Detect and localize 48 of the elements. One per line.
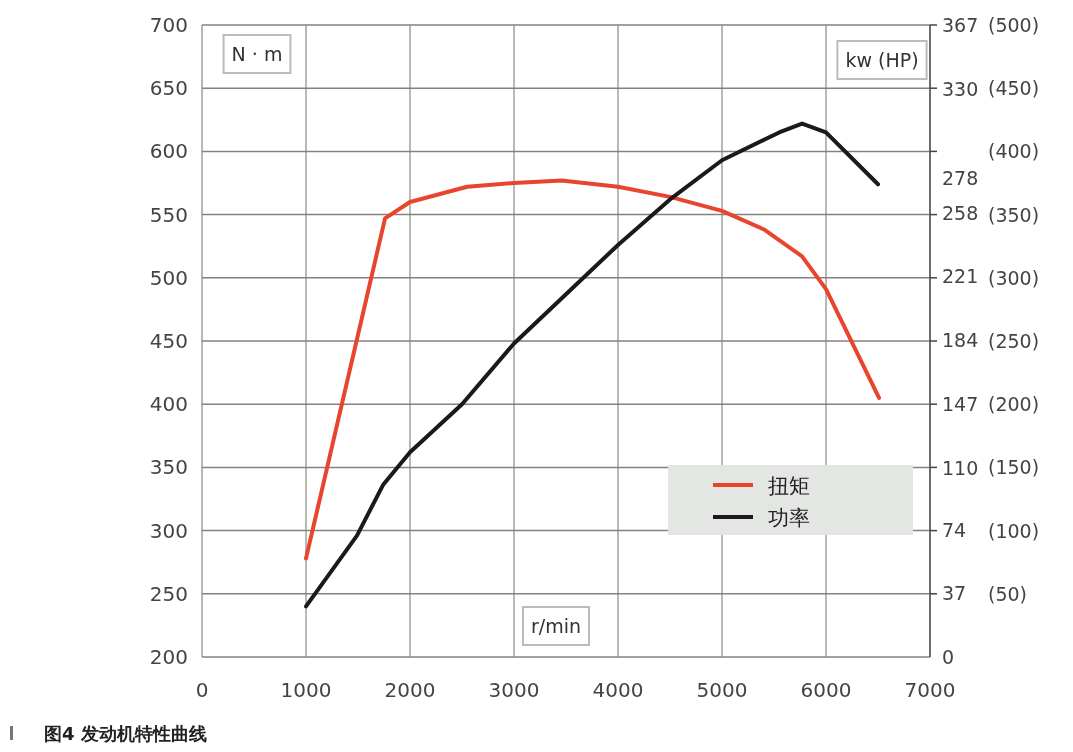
y2-tick-label: (500) <box>988 14 1040 36</box>
y-tick-label: 400 <box>149 392 188 417</box>
y3-tick-label: 147 <box>942 392 979 415</box>
y3-tick-label: 330 <box>942 77 979 100</box>
x-tick-label: 2000 <box>384 678 436 702</box>
y-tick-label: 500 <box>149 265 188 290</box>
y-tick-label: 550 <box>149 202 188 227</box>
y-tick-label: 300 <box>149 518 188 543</box>
y3-tick-label: 221 <box>942 265 979 288</box>
text: 图4 发动机特性曲线 <box>44 723 207 744</box>
y3-tick-label: 0 <box>942 646 955 668</box>
y-tick-label: 200 <box>149 645 188 669</box>
legend-label: 功率 <box>768 506 810 530</box>
y3-tick-label: 37 <box>942 582 967 605</box>
x-tick-label: 3000 <box>488 678 540 702</box>
y2-tick-label: (350) <box>988 203 1040 226</box>
y-tick-label: 700 <box>149 13 188 37</box>
y2-tick-label: (50) <box>988 582 1028 605</box>
y3-tick-label: 110 <box>942 456 979 479</box>
x-tick-label: 5000 <box>696 678 748 702</box>
y3-tick-label: 258 <box>942 201 979 224</box>
y-tick-label: 350 <box>149 455 188 480</box>
y3-tick-label: 184 <box>942 329 979 352</box>
y-tick-label: 250 <box>149 581 188 606</box>
line-series <box>304 178 882 561</box>
y-tick-label: 450 <box>149 329 188 353</box>
x-tick-label: 7000 <box>904 678 956 702</box>
y2-tick-label: (300) <box>988 266 1040 289</box>
y2-tick-label: (150) <box>988 456 1040 479</box>
y2-tick-label: (200) <box>988 393 1040 416</box>
x-tick-label: 4000 <box>592 678 644 702</box>
y3-tick-label: 278 <box>942 167 979 190</box>
y3-tick-label: 74 <box>942 518 967 541</box>
legend-label: 扭矩 <box>768 474 810 498</box>
x-tick-label: 6000 <box>800 678 852 702</box>
y2-tick-label: (100) <box>988 519 1040 542</box>
y3-tick-label: 367 <box>942 14 979 36</box>
y-axis-title: N · m <box>231 43 283 65</box>
y-tick-label: 600 <box>149 139 188 164</box>
y2-tick-label: (450) <box>988 77 1040 100</box>
y-tick-label: 650 <box>149 76 188 101</box>
x-tick-label: 1000 <box>280 678 332 702</box>
y2-axis-title: kw (HP) <box>845 49 919 71</box>
line-series <box>304 121 880 609</box>
y2-tick-label: (250) <box>988 330 1040 352</box>
x-tick-label: 0 <box>195 678 209 702</box>
x-axis-title: r/min <box>530 615 582 637</box>
y2-tick-label: (400) <box>988 140 1040 163</box>
